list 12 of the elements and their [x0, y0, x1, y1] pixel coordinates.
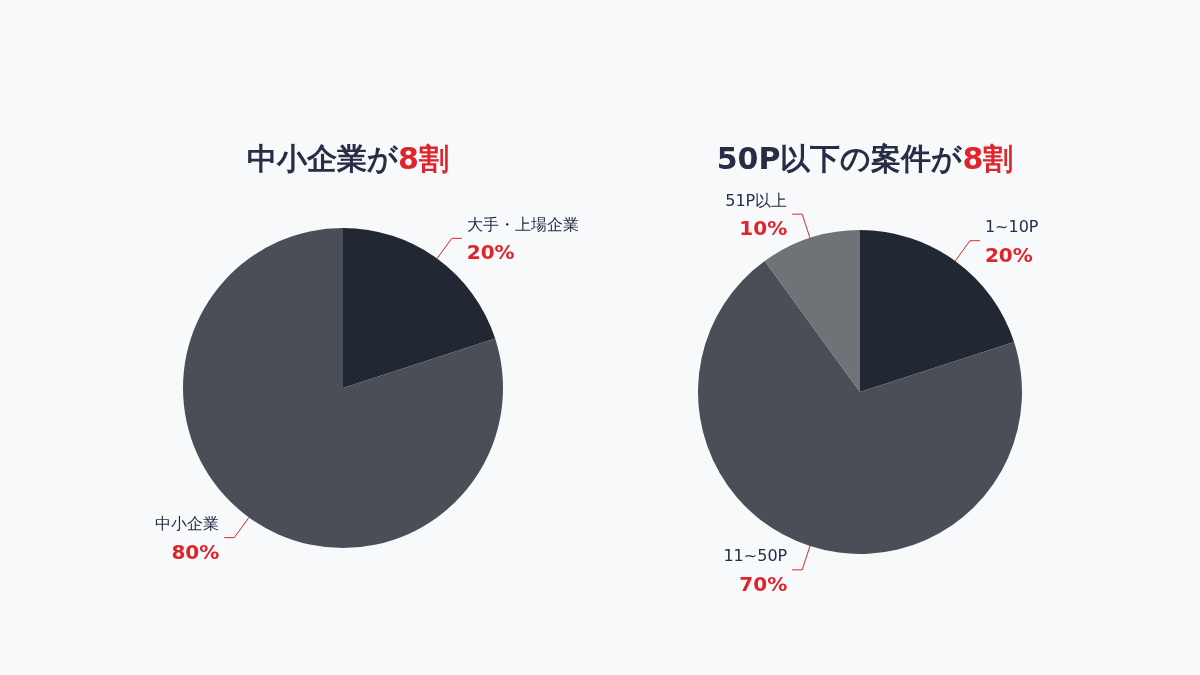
slice-label: 11~50P	[723, 546, 788, 566]
data-label: 10%	[739, 216, 788, 241]
data-label: 20%	[466, 240, 515, 265]
slice-label: 大手・上場企業	[466, 214, 579, 234]
chart-title: 50P以下の案件が8割	[716, 140, 1014, 176]
slice-label: 1~10P	[984, 217, 1039, 237]
chart-title: 中小企業が8割	[247, 140, 449, 176]
data-label: 70%	[739, 571, 788, 596]
slice-label: 51P以上	[725, 190, 788, 210]
data-label: 20%	[984, 242, 1033, 267]
slice-label: 中小企業	[155, 514, 220, 534]
data-label: 80%	[171, 539, 220, 564]
